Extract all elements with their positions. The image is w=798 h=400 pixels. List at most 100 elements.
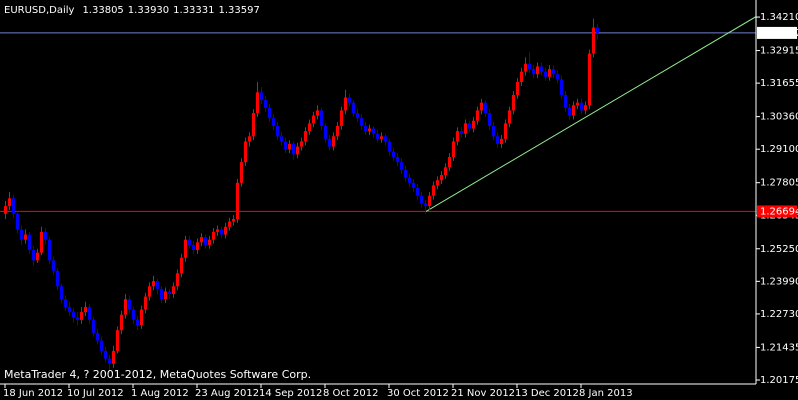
candle-body [312, 115, 315, 124]
candle-body [392, 151, 395, 157]
candle-body [452, 141, 455, 157]
candle-body [356, 113, 359, 119]
copyright: MetaTrader 4, ? 2001-2012, MetaQuotes So… [4, 368, 311, 381]
candle-body [504, 123, 507, 139]
candle-body [32, 250, 35, 261]
candle-body [416, 187, 419, 196]
y-tick-label: 1.23990 [760, 276, 798, 287]
candle-body [332, 136, 335, 147]
candle-body [36, 252, 39, 261]
y-tick-label: 1.21435 [760, 342, 798, 353]
header-item: 1.33597 [219, 5, 260, 16]
candle-body [500, 138, 503, 145]
x-tick-label: 10 Jul 2012 [67, 388, 124, 399]
candle-body [568, 107, 571, 116]
candle-body [12, 198, 15, 214]
candle-body [540, 66, 543, 72]
candle-body [448, 156, 451, 168]
candle-body [52, 260, 55, 271]
candle-body [588, 53, 591, 106]
y-tick-label: 1.29100 [760, 144, 798, 155]
x-tick-label: 21 Nov 2012 [451, 388, 515, 399]
candle-body [200, 237, 203, 243]
y-tick-label: 1.30360 [760, 112, 798, 123]
candle-body [596, 27, 599, 33]
candle-body [4, 206, 7, 214]
candle-body [180, 257, 183, 274]
candle-body [592, 27, 595, 54]
candle-body [108, 358, 111, 364]
candle-body [524, 63, 527, 72]
y-tick-label: 1.27805 [760, 178, 798, 189]
candle-body [20, 229, 23, 240]
candle-body [256, 92, 259, 114]
candle-body [232, 219, 235, 222]
x-tick-label: 14 Sep 2012 [259, 388, 322, 399]
candle-body [96, 332, 99, 341]
candle-body [268, 107, 271, 119]
header-item: EURUSD,Daily [4, 5, 75, 16]
candle-body [264, 100, 267, 108]
candle-body [248, 136, 251, 142]
candle-body [280, 136, 283, 142]
candle-body [120, 314, 123, 331]
candle-body [236, 182, 239, 220]
candle-body [372, 128, 375, 134]
candle-body [436, 180, 439, 186]
candle-body [328, 138, 331, 147]
candle-body [556, 74, 559, 80]
price-label-box [757, 205, 797, 218]
candle-body [396, 156, 399, 163]
candle-body [376, 133, 379, 139]
candle-body [144, 296, 147, 310]
candle-body [324, 125, 327, 139]
candle-body [412, 182, 415, 188]
candle-body [212, 231, 215, 240]
candle-body [520, 71, 523, 82]
candle-body [68, 306, 71, 313]
candle-body [8, 198, 11, 207]
candle-body [220, 229, 223, 235]
candle-body [100, 340, 103, 351]
candle-body [484, 102, 487, 114]
candle-body [208, 239, 211, 245]
candle-body [460, 131, 463, 134]
candle-body [480, 102, 483, 111]
candle-body [576, 102, 579, 106]
price-label: 1.33597 [760, 28, 798, 39]
candle-body [184, 239, 187, 258]
candle-body [224, 226, 227, 235]
price-label: 1.26694 [760, 206, 798, 217]
candle-body [488, 113, 491, 126]
candle-body [140, 309, 143, 326]
candle-body [188, 239, 191, 245]
candle-body [552, 69, 555, 75]
y-tick-label: 1.32915 [760, 46, 798, 57]
candle-body [580, 102, 583, 111]
candle-body [80, 312, 83, 320]
candle-body [404, 169, 407, 178]
trendline [424, 16, 756, 213]
candle-body [288, 144, 291, 150]
candle-body [252, 113, 255, 137]
candle-body [424, 203, 427, 207]
x-tick-label: 23 Aug 2012 [195, 388, 259, 399]
candle-body [296, 146, 299, 155]
candle-body [228, 221, 231, 227]
candle-body [172, 286, 175, 295]
candle-body [548, 69, 551, 77]
candle-body [564, 94, 567, 108]
candle-body [88, 306, 91, 320]
candle-body [348, 97, 351, 103]
x-tick-label: 8 Oct 2012 [323, 388, 378, 399]
candle-body [336, 125, 339, 137]
header: EURUSD,Daily 1.33805 1.33930 1.33331 1.33597 [4, 5, 260, 16]
candle-body [380, 136, 383, 139]
candle-body [516, 81, 519, 95]
candle-body [560, 79, 563, 95]
candle-body [352, 102, 355, 114]
candle-body [544, 71, 547, 77]
candle-body [148, 286, 151, 297]
